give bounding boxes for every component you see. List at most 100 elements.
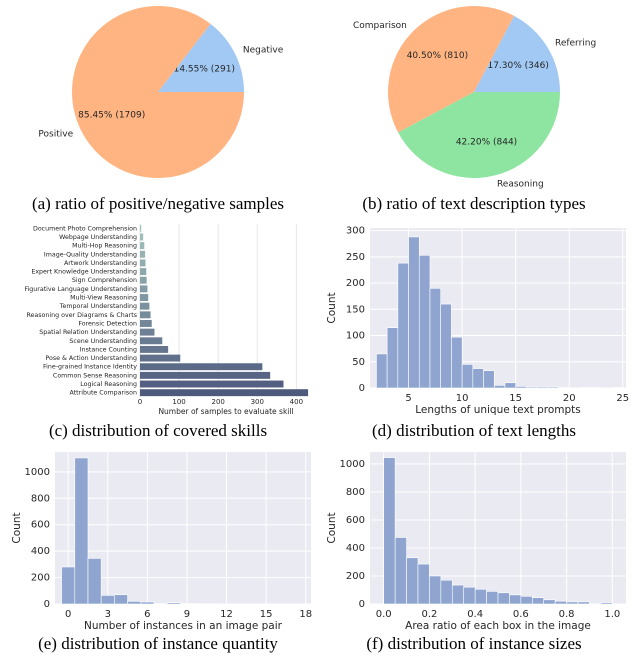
x-tick-label: 0.8 [559, 609, 575, 620]
x-tick-label: 5 [405, 393, 411, 404]
histogram-bar [140, 601, 155, 605]
y-tick-label: 600 [346, 515, 365, 526]
y-tick-label: 600 [31, 520, 50, 531]
histogram-bar [589, 602, 602, 605]
slice-value: 42.20% (844) [456, 138, 517, 148]
histogram-bar [483, 370, 495, 389]
y-tick-label: Common Sense Reasoning [53, 372, 137, 379]
histogram-bar [554, 600, 567, 605]
x-tick-label: 15 [509, 393, 522, 404]
y-tick-label: 50 [352, 357, 365, 368]
x-axis-label: Number of instances in an image pair [84, 620, 283, 632]
histogram-bar [440, 579, 453, 605]
x-tick-label: 10 [456, 393, 469, 404]
y-tick-label: 300 [346, 226, 365, 237]
bar [140, 224, 142, 232]
histogram-bar [376, 353, 388, 389]
x-tick-label: 18 [299, 609, 312, 620]
slice-value: 17.30% (346) [487, 61, 548, 71]
y-tick-label: Document Photo Comprehension [33, 225, 137, 232]
x-tick-label: 20 [563, 393, 576, 404]
histogram-bar [408, 236, 420, 389]
y-tick-label: 1000 [340, 459, 365, 470]
y-tick-label: Multi-View Reasoning [70, 295, 137, 302]
histogram-bar [74, 457, 89, 605]
y-tick-label: 800 [31, 493, 50, 504]
y-tick-label: Expert Knowledge Understanding [31, 269, 137, 276]
x-tick-label: 6 [144, 609, 150, 620]
x-tick-label: 0 [138, 398, 142, 406]
x-tick-label: 0.6 [513, 609, 529, 620]
y-tick-label: 0 [359, 599, 365, 610]
histogram-bar [406, 557, 419, 605]
y-tick-label: Scene Understanding [69, 338, 137, 345]
bar [140, 250, 146, 258]
bar [140, 320, 152, 327]
y-tick-label: 800 [346, 487, 365, 498]
y-tick-label: Artwork Understanding [64, 260, 137, 267]
y-tick-label: Spatial Relation Understanding [39, 329, 137, 336]
pie-slice [158, 23, 244, 93]
histogram-bar [417, 563, 430, 605]
histogram-bar [579, 387, 591, 389]
x-tick-label: 12 [220, 609, 233, 620]
x-tick-label: 200 [211, 398, 224, 406]
histogram-bar [536, 386, 549, 389]
y-tick-label: Webpage Understanding [59, 234, 137, 241]
x-tick-label: 1.0 [604, 609, 620, 620]
bar [140, 328, 155, 336]
y-tick-label: 200 [346, 571, 365, 582]
histogram-bar [493, 385, 506, 389]
x-tick-label: 0.4 [467, 609, 483, 620]
caption: (b) ratio of text description types [362, 194, 585, 213]
histogram-bar [547, 386, 559, 389]
histogram-bar [531, 597, 545, 605]
histogram-bar [418, 254, 431, 389]
histogram-bar [451, 584, 465, 605]
pie-slice [387, 5, 515, 133]
histogram-bar [429, 288, 441, 389]
histogram-bar [429, 575, 442, 605]
x-tick-label: 9 [184, 609, 190, 620]
histogram-bar [566, 601, 579, 605]
bar [140, 233, 144, 241]
slice-label: Referring [555, 39, 596, 49]
slice-label: Reasoning [497, 179, 544, 189]
histogram-bar [520, 595, 533, 605]
y-tick-label: Sign Comprehension [72, 277, 137, 284]
histogram-bar [87, 558, 102, 605]
histogram-bar [451, 336, 463, 389]
y-tick-label: Pose & Action Understanding [45, 355, 137, 362]
y-tick-label: 1000 [25, 467, 50, 478]
y-tick-label: Multi-Hop Reasoning [72, 243, 137, 250]
x-axis-label: Area ratio of each box in the image [405, 620, 591, 632]
y-tick-label: 200 [31, 573, 50, 584]
histogram-bar [463, 586, 476, 605]
bar [140, 276, 147, 284]
y-tick-label: 200 [346, 278, 365, 289]
y-tick-label: 0 [44, 599, 50, 610]
histogram-bar [397, 262, 409, 389]
slice-label: Comparison [353, 21, 407, 31]
y-tick-label: 400 [31, 546, 50, 557]
histogram-bar [166, 602, 181, 605]
histogram-bar [114, 594, 128, 605]
x-tick-label: 0.2 [421, 609, 437, 620]
slice-value: 85.45% (1709) [78, 110, 145, 120]
histogram-bar [383, 457, 396, 605]
histogram-bar [461, 364, 474, 389]
x-axis-label: Number of samples to evaluate skill [158, 407, 293, 416]
x-tick-label: 0.0 [376, 609, 392, 620]
y-tick-label: Logical Reasoning [80, 381, 137, 388]
y-tick-label: 250 [346, 252, 365, 263]
bar [140, 294, 149, 301]
y-tick-label: Forensic Detection [78, 320, 137, 327]
histogram-bar [100, 595, 115, 605]
histogram-bar [127, 601, 142, 605]
y-tick-label: Figurative Language Understanding [24, 286, 137, 293]
y-tick-label: 0 [359, 383, 365, 394]
histogram-bar [515, 386, 527, 389]
x-tick-label: 25 [616, 393, 629, 404]
x-tick-label: 3 [105, 609, 111, 620]
histogram-bar [474, 588, 487, 605]
